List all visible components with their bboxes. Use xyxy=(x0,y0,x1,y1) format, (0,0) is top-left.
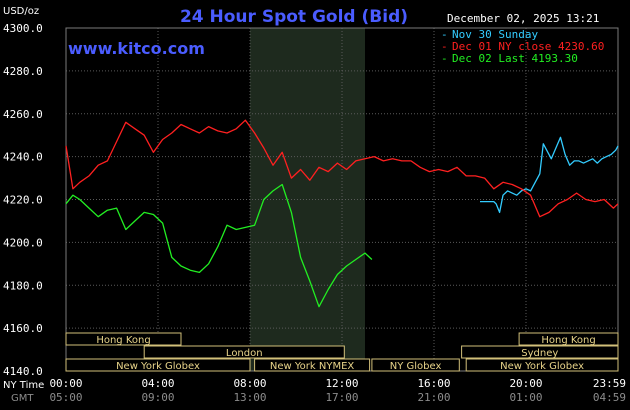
session-label: London xyxy=(226,348,263,359)
session-label: New York Globex xyxy=(500,361,584,372)
y-tick-label: 4260.0 xyxy=(3,108,43,121)
legend-marker: - xyxy=(441,28,448,41)
x-tick-label-gmt: 01:00 xyxy=(509,391,542,404)
series-line-1 xyxy=(480,136,619,214)
y-tick-label: 4200.0 xyxy=(3,236,43,249)
x-tick-label-ny: 16:00 xyxy=(417,377,450,390)
x-tick-label-gmt: 17:00 xyxy=(325,391,358,404)
timestamp: December 02, 2025 13:21 xyxy=(447,12,599,25)
y-tick-label: 4220.0 xyxy=(3,194,43,207)
y-tick-label: 4140.0 xyxy=(3,365,43,378)
session-label: Sydney xyxy=(521,348,558,359)
y-tick-label: 4280.0 xyxy=(3,65,43,78)
legend-marker: - xyxy=(441,52,448,65)
x-tick-label-gmt: 21:00 xyxy=(417,391,450,404)
x-tick-label-ny: 20:00 xyxy=(509,377,542,390)
session-label: New York NYMEX xyxy=(270,361,355,372)
x-axis-row-label: NY Time xyxy=(3,380,44,391)
y-tick-label: 4180.0 xyxy=(3,279,43,292)
watermark: www.kitco.com xyxy=(68,39,205,58)
x-axis-row-label: GMT xyxy=(11,393,34,404)
legend-entry: Nov 30 Sunday xyxy=(452,28,538,41)
unit-label: USD/oz xyxy=(3,6,39,17)
legend-marker: - xyxy=(441,40,448,53)
session-bar xyxy=(65,332,182,346)
x-tick-label-ny: 04:00 xyxy=(141,377,174,390)
legend-entry: Dec 02 Last 4193.30 xyxy=(452,52,578,65)
x-tick-label-gmt: 13:00 xyxy=(233,391,266,404)
session-bar xyxy=(143,345,345,359)
series-line-3 xyxy=(65,183,373,308)
legend-entry: Dec 01 NY close 4230.60 xyxy=(452,40,604,53)
session-label: NY Globex xyxy=(390,361,442,372)
x-tick-label-ny: 23:59 xyxy=(593,377,626,390)
session-bar xyxy=(518,332,619,346)
session-label: New York Globex xyxy=(116,361,200,372)
x-tick-label-ny: 12:00 xyxy=(325,377,358,390)
session-bar xyxy=(371,358,460,372)
session-label: Hong Kong xyxy=(541,335,595,346)
session-bar xyxy=(465,358,619,372)
session-bar xyxy=(461,345,619,359)
x-tick-label-gmt: 05:00 xyxy=(49,391,82,404)
series-line-2 xyxy=(65,119,619,218)
x-tick-label-gmt: 09:00 xyxy=(141,391,174,404)
x-tick-label-ny: 08:00 xyxy=(233,377,266,390)
session-bar xyxy=(65,358,251,372)
y-tick-label: 4160.0 xyxy=(3,322,43,335)
chart-title: 24 Hour Spot Gold (Bid) xyxy=(180,7,408,27)
x-tick-label-ny: 00:00 xyxy=(49,377,82,390)
x-tick-label-gmt: 04:59 xyxy=(593,391,626,404)
y-tick-label: 4300.0 xyxy=(3,22,43,35)
session-bar xyxy=(254,358,371,372)
session-label: Hong Kong xyxy=(96,335,150,346)
y-tick-label: 4240.0 xyxy=(3,151,43,164)
